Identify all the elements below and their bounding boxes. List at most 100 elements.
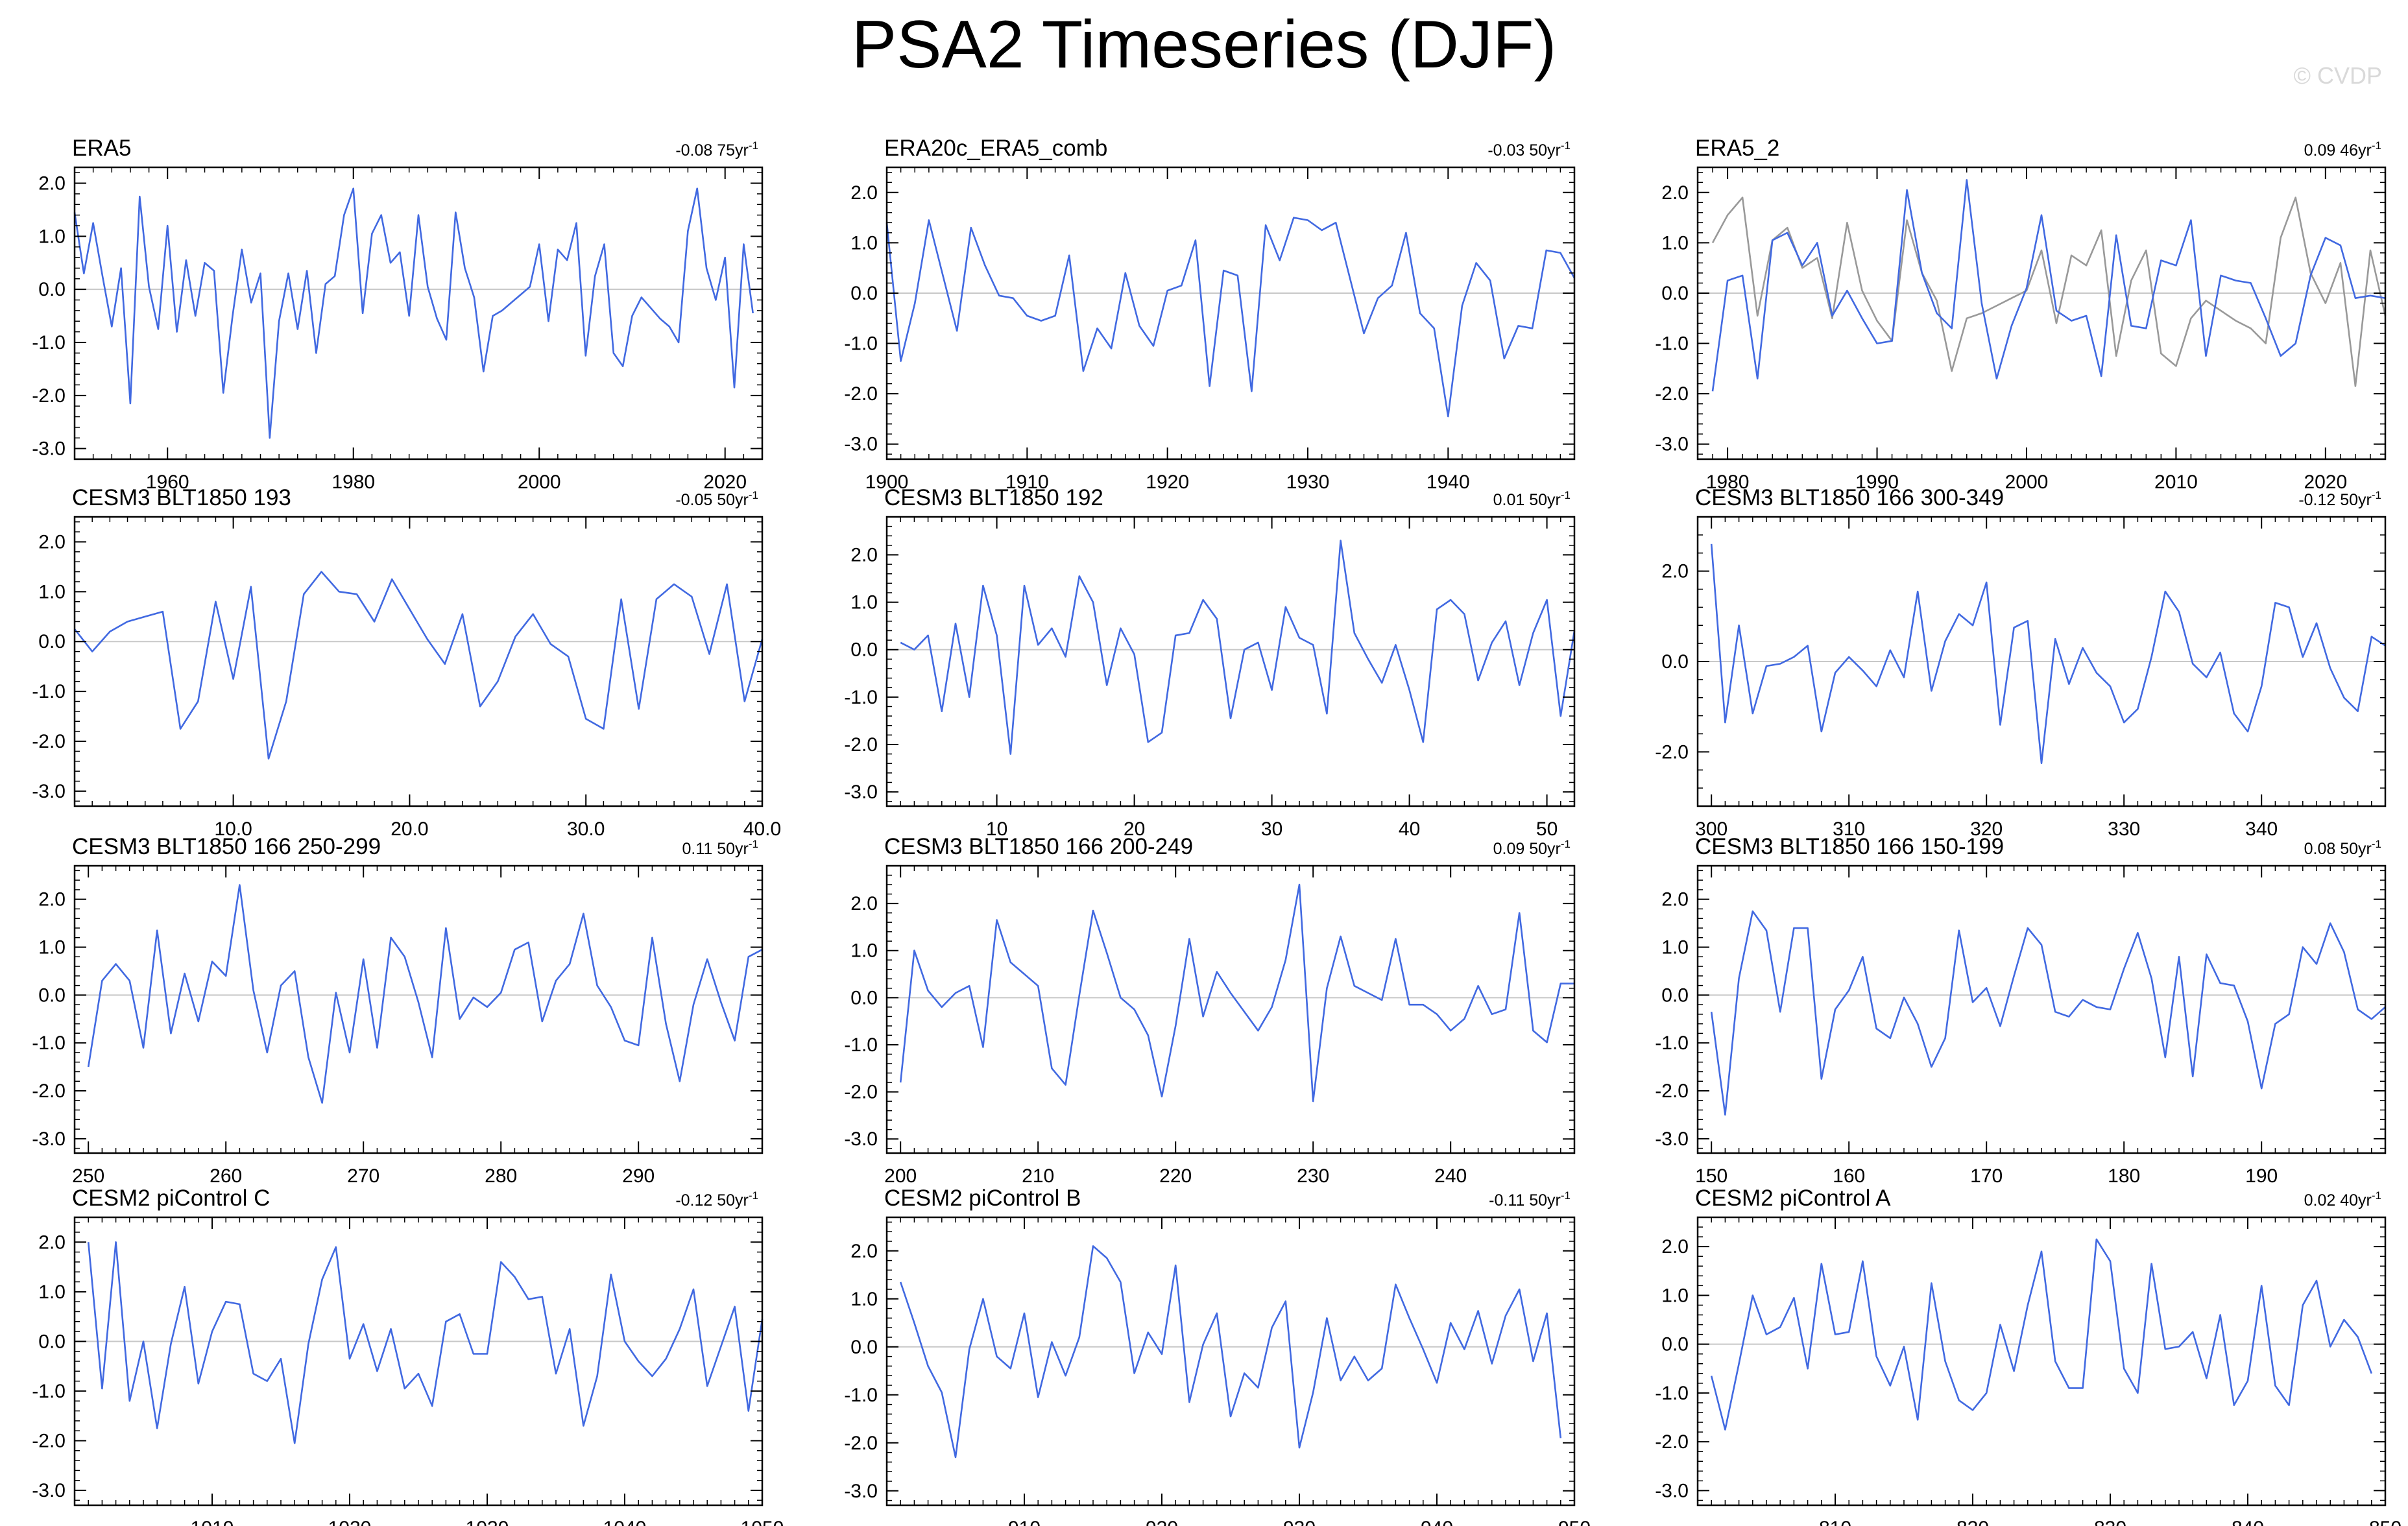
- y-tick-label: 2.0: [38, 173, 66, 195]
- y-tick-label: -1.0: [844, 687, 878, 708]
- y-tick-label: 2.0: [850, 544, 878, 566]
- x-tick-label: 950: [1558, 1518, 1591, 1526]
- y-tick-label: 0.0: [1661, 283, 1689, 304]
- x-tick-label: 2020: [2304, 471, 2347, 493]
- x-tick-label: 1010: [191, 1518, 234, 1526]
- x-tick-label: 240: [1434, 1165, 1467, 1187]
- x-tick-label: 160: [1833, 1165, 1865, 1187]
- y-tick-label: -2.0: [844, 1082, 878, 1103]
- panel-title: CESM3 BLT1850 166 250-299: [72, 834, 381, 859]
- trend-label: -0.08 75yr-1: [675, 139, 758, 160]
- trend-value: 0.11 50yr: [682, 840, 748, 858]
- y-tick-label: 1.0: [1661, 1285, 1689, 1306]
- y-tick-label: -1.0: [32, 1381, 66, 1402]
- x-tick-label: 340: [2245, 818, 2278, 840]
- y-tick-label: 1.0: [850, 940, 878, 962]
- y-tick-label: -3.0: [1655, 1480, 1689, 1501]
- panel-title: CESM2 piControl C: [72, 1186, 270, 1211]
- plot-frame: [73, 516, 764, 807]
- y-tick-label: -3.0: [844, 781, 878, 803]
- y-tick-label: 0.0: [850, 639, 878, 661]
- trend-value: -0.12 50yr: [675, 1191, 749, 1210]
- y-tick-label: -3.0: [32, 1480, 66, 1501]
- x-tick-label: 10.0: [214, 818, 252, 840]
- x-tick-label: 280: [485, 1165, 517, 1187]
- y-tick-label: 0.0: [850, 283, 878, 304]
- trend-value: 0.01 50yr: [1493, 491, 1561, 509]
- y-tick-label: -3.0: [32, 781, 66, 802]
- plot-frame: [1696, 166, 2387, 460]
- x-tick-label: 1050: [741, 1518, 784, 1526]
- page-title: PSA2 Timeseries (DJF): [851, 7, 1557, 82]
- x-tick-label: 230: [1297, 1165, 1329, 1187]
- x-tick-label: 830: [2094, 1518, 2126, 1526]
- y-tick-label: -3.0: [1655, 434, 1689, 455]
- x-tick-label: 190: [2245, 1165, 2278, 1187]
- x-tick-label: 910: [1008, 1518, 1041, 1526]
- chart-panel-5: 10 20 30 40 50 2.0 1.0 0.0 -1.0 -2.0 -3.0 CESM3 BLT…: [844, 485, 1576, 840]
- y-tick-label: 1.0: [850, 1289, 878, 1310]
- panel-title: ERA20c_ERA5_comb: [884, 136, 1107, 161]
- y-tick-label: -3.0: [1655, 1128, 1689, 1150]
- plot-frame: [1696, 1216, 2387, 1507]
- trend-unit-superscript: -1: [1561, 838, 1571, 850]
- y-tick-label: 0.0: [38, 984, 66, 1006]
- plot-frame: [885, 1216, 1576, 1507]
- y-tick-label: -1.0: [32, 681, 66, 702]
- y-tick-label: 1.0: [38, 226, 66, 247]
- x-tick-label: 20: [1124, 818, 1145, 840]
- chart-panel-4: 10.0 20.0 30.0 40.0 2.0 1.0 0.0 -1.0 -2.0 -3.0 CES…: [32, 485, 781, 840]
- plot-frame: [885, 166, 1576, 460]
- trend-unit-superscript: -1: [2372, 489, 2381, 501]
- trend-value: -0.03 50yr: [1487, 141, 1561, 160]
- y-tick-label: -1.0: [32, 1032, 66, 1054]
- plot-frame: [73, 864, 764, 1154]
- data-series-line-1: [1711, 197, 2387, 387]
- y-tick-label: -3.0: [32, 438, 66, 460]
- trend-unit-superscript: -1: [1561, 1189, 1571, 1202]
- y-tick-label: 0.0: [38, 279, 66, 300]
- y-tick-label: -2.0: [32, 731, 66, 752]
- y-tick-label: 1.0: [850, 592, 878, 614]
- x-tick-label: 1980: [331, 471, 375, 493]
- x-tick-label: 250: [72, 1165, 104, 1187]
- panel-title: CESM3 BLT1850 166 300-349: [1695, 485, 2004, 510]
- y-tick-label: 1.0: [1661, 232, 1689, 254]
- plot-frame: [73, 166, 764, 460]
- trend-unit-superscript: -1: [2372, 1189, 2381, 1202]
- x-tick-label: 200: [884, 1165, 917, 1187]
- x-tick-label: 2000: [2005, 471, 2049, 493]
- x-tick-label: 2010: [2154, 471, 2198, 493]
- x-tick-label: 30: [1261, 818, 1282, 840]
- chart-panel-2: 1900 1910 1920 1930 1940 2.0 1.0 0.0 -1.0 -2.0 -3.…: [844, 136, 1576, 493]
- y-tick-label: -1.0: [844, 333, 878, 355]
- x-tick-label: 930: [1283, 1518, 1316, 1526]
- data-series-line-2: [1711, 179, 2386, 392]
- data-series-line-1: [1710, 1238, 2373, 1431]
- y-tick-label: -3.0: [844, 1481, 878, 1502]
- data-series-line-1: [87, 1241, 764, 1444]
- trend-unit-superscript: -1: [2372, 139, 2381, 152]
- chart-panel-6: 300 310 320 330 340 2.0 0.0 -2.0 CESM3 BLT1850 1…: [1655, 485, 2387, 840]
- x-tick-label: 220: [1159, 1165, 1192, 1187]
- y-tick-label: 0.0: [38, 631, 66, 652]
- x-tick-label: 1910: [1005, 471, 1049, 493]
- x-tick-label: 940: [1421, 1518, 1453, 1526]
- y-tick-label: 2.0: [850, 182, 878, 204]
- y-tick-label: 0.0: [1661, 651, 1689, 673]
- x-tick-label: 50: [1536, 818, 1558, 840]
- x-tick-label: 10: [986, 818, 1007, 840]
- y-tick-label: 0.0: [850, 1337, 878, 1358]
- y-tick-label: -2.0: [32, 1430, 66, 1451]
- trend-label: 0.09 50yr-1: [1493, 838, 1571, 858]
- x-tick-label: 150: [1695, 1165, 1728, 1187]
- panel-title: CESM3 BLT1850 192: [884, 485, 1103, 510]
- panel-title: CESM3 BLT1850 193: [72, 485, 291, 510]
- x-tick-label: 40.0: [743, 818, 781, 840]
- panel-title: CESM2 piControl B: [884, 1186, 1081, 1211]
- x-tick-label: 1030: [466, 1518, 509, 1526]
- trend-unit-superscript: -1: [2372, 838, 2381, 850]
- trend-unit-superscript: -1: [749, 489, 758, 501]
- trend-value: -0.05 50yr: [675, 491, 749, 509]
